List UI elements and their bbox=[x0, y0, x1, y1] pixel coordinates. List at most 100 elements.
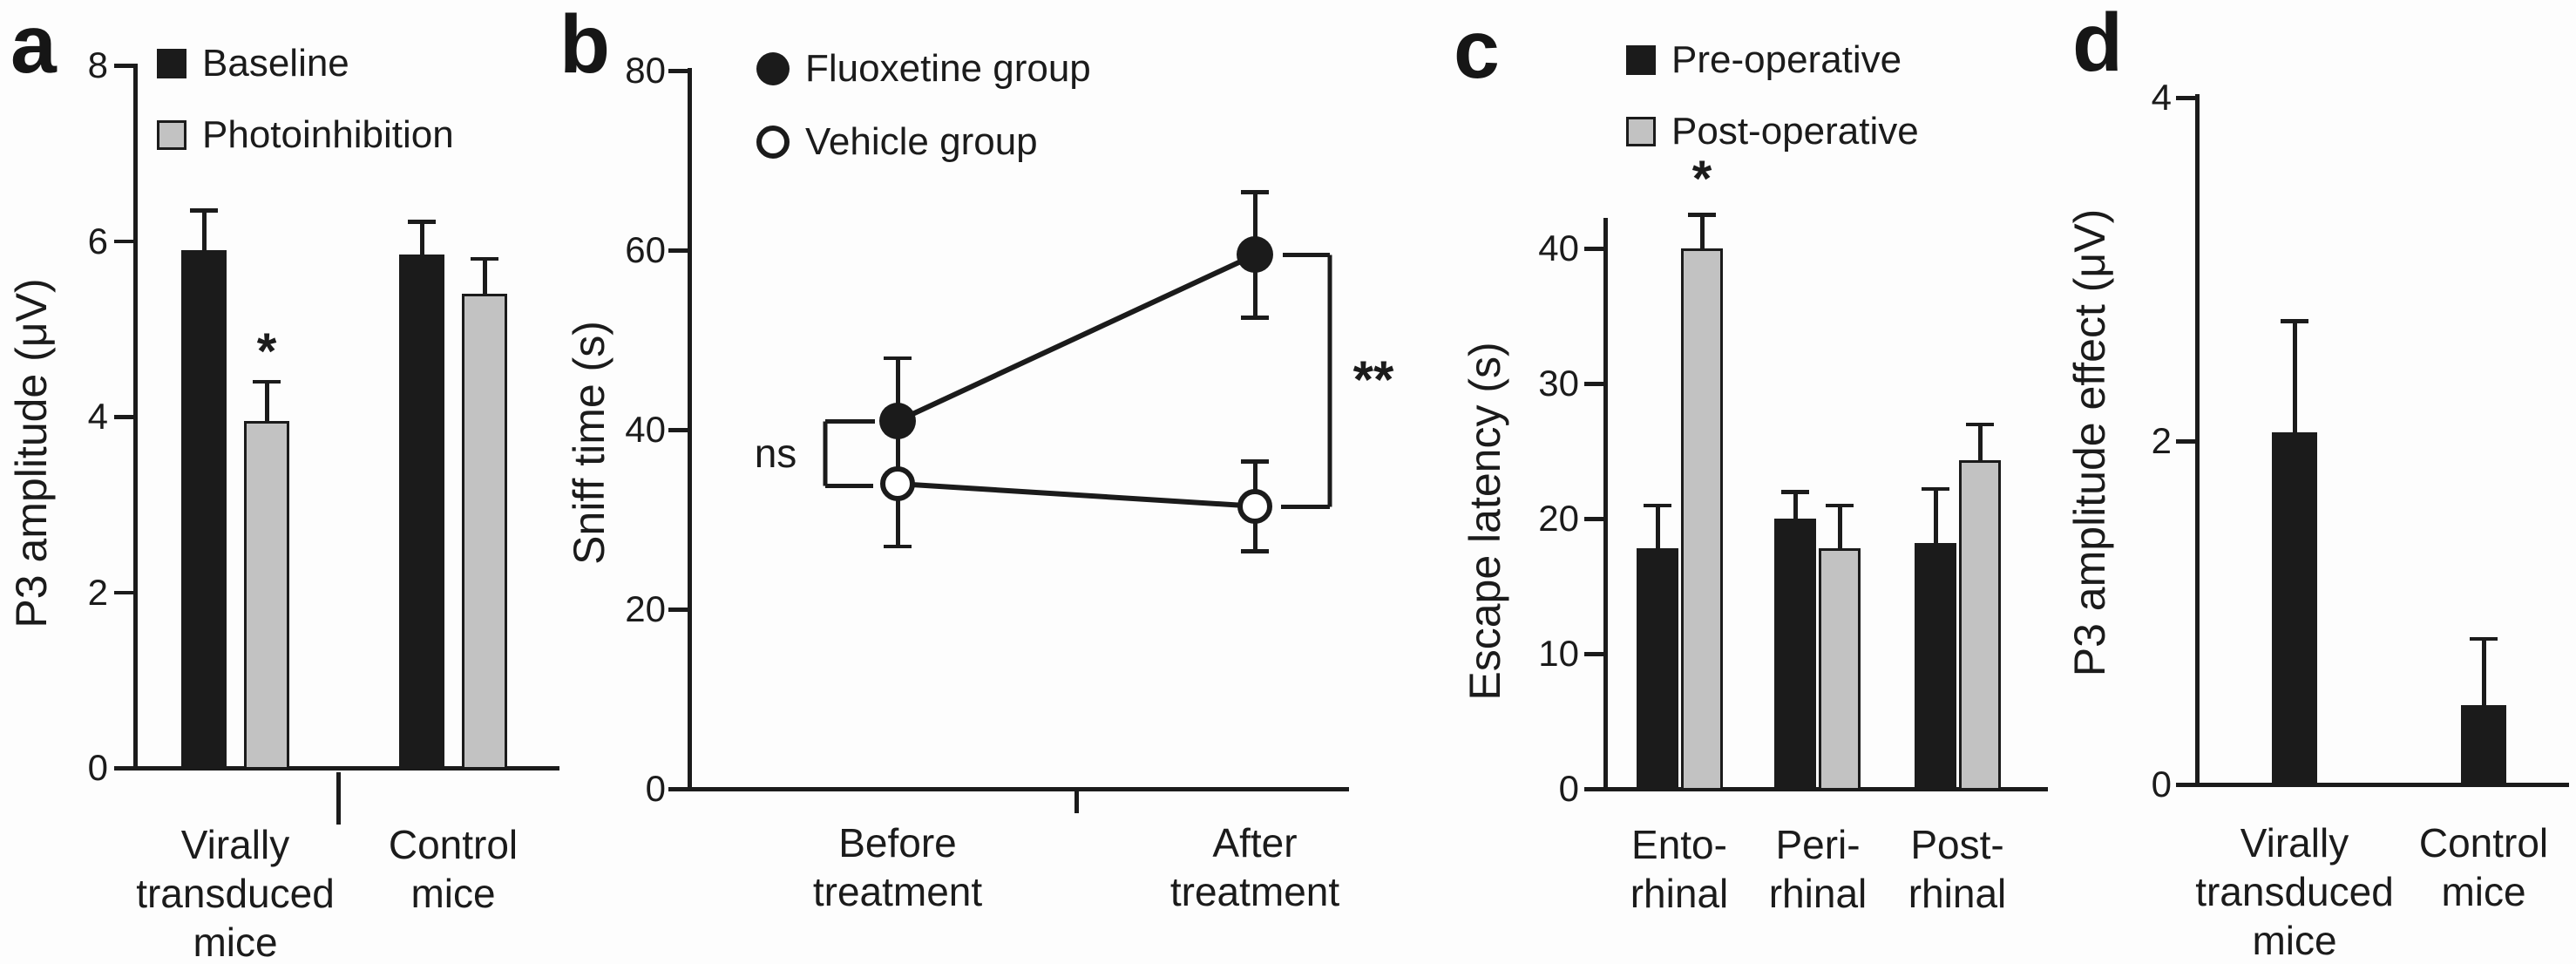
legend-item-fluoxetine-group: Fluoxetine group bbox=[756, 47, 1091, 91]
legend-label-photoinhibition: Photoinhibition bbox=[202, 113, 454, 156]
x-axis-c bbox=[1584, 787, 2048, 791]
legend-label-pre-operative: Pre-operative bbox=[1671, 38, 1902, 81]
error-up-b-fluoxetine-group-0-stem bbox=[896, 357, 900, 421]
bar-a-photoinhibition-1 bbox=[462, 293, 507, 770]
error-c-post-operative-1-cap bbox=[1826, 503, 1854, 507]
y-tick-c-10 bbox=[1584, 652, 1603, 656]
series-line-b-vehicle-group-0 bbox=[897, 480, 1256, 509]
legend-item-vehicle-group: Vehicle group bbox=[756, 120, 1038, 164]
legend-item-pre-operative: Pre-operative bbox=[1626, 38, 1901, 82]
y-tick-label-c-40: 40 bbox=[1538, 227, 1579, 268]
error-a-baseline-0-cap bbox=[190, 208, 218, 213]
x-axis-divider-b-0 bbox=[1074, 789, 1079, 813]
point-b-vehicle-group-1 bbox=[1237, 488, 1272, 524]
error-a-baseline-0-stem bbox=[202, 210, 207, 250]
y-tick-a-4 bbox=[114, 415, 133, 419]
open-circle-icon bbox=[756, 126, 790, 159]
bar-c-post-operative-0 bbox=[1681, 248, 1723, 791]
y-axis-d bbox=[2195, 94, 2200, 786]
legend-label-fluoxetine: Fluoxetine group bbox=[805, 47, 1091, 90]
y-tick-label-b-0: 0 bbox=[645, 768, 666, 809]
error-c-post-operative-0-stem bbox=[1700, 214, 1705, 248]
legend-item-photoinhibition: Photoinhibition bbox=[157, 113, 454, 157]
filled-circle-icon bbox=[756, 52, 790, 85]
baseline-swatch-icon bbox=[157, 49, 186, 78]
x-label-d-0-line2: mice bbox=[2252, 918, 2337, 963]
error-a-photoinhibition-1-stem bbox=[483, 258, 487, 294]
error-a-photoinhibition-0-stem bbox=[265, 381, 269, 422]
x-label-d-0-line0: Virally bbox=[2240, 820, 2349, 866]
x-label-c-1-line0: Peri- bbox=[1775, 822, 1861, 867]
panel-d-letter: d bbox=[2072, 0, 2124, 89]
x-label-c-0-line0: Ento- bbox=[1631, 822, 1727, 867]
sig-bracket-b-1-1 bbox=[1283, 252, 1330, 257]
pre-operative-swatch-icon bbox=[1626, 45, 1656, 75]
error-down-b-vehicle-group-0-cap bbox=[884, 544, 912, 549]
sig-bracket-b-0-0 bbox=[823, 421, 828, 485]
y-tick-label-a-8: 8 bbox=[87, 44, 108, 85]
error-c-post-operative-2-stem bbox=[1978, 424, 1983, 461]
y-tick-label-d-0: 0 bbox=[2151, 764, 2172, 804]
error-a-photoinhibition-0-cap bbox=[253, 379, 281, 384]
error-c-pre-operative-1-stem bbox=[1793, 492, 1798, 519]
x-label-c-2-line1: rhinal bbox=[1908, 871, 2007, 916]
panel-a-letter: a bbox=[10, 0, 57, 91]
legend-item-baseline: Baseline bbox=[157, 42, 349, 85]
y-tick-label-b-60: 60 bbox=[625, 229, 666, 270]
photoinhibition-swatch-icon bbox=[157, 120, 186, 150]
error-d-p3-amplitude-effect-0-stem bbox=[2293, 321, 2297, 433]
bar-c-pre-operative-0 bbox=[1637, 548, 1678, 791]
error-up-b-fluoxetine-group-1-cap bbox=[1241, 190, 1269, 194]
y-tick-c-40 bbox=[1584, 247, 1603, 251]
x-axis-d bbox=[2176, 783, 2569, 787]
error-down-b-fluoxetine-group-0-stem bbox=[896, 420, 900, 479]
y-tick-label-d-2: 2 bbox=[2151, 420, 2172, 461]
x-label-c-0-line1: rhinal bbox=[1630, 871, 1729, 916]
y-tick-label-a-6: 6 bbox=[87, 220, 108, 261]
x-label-b-1-line0: After bbox=[1212, 820, 1298, 866]
x-label-d-0-line1: transduced bbox=[2195, 869, 2394, 914]
bar-c-pre-operative-2 bbox=[1915, 542, 1956, 791]
bar-d-p3-amplitude-effect-1 bbox=[2461, 705, 2506, 786]
y-tick-a-6 bbox=[114, 239, 133, 243]
bar-c-post-operative-2 bbox=[1959, 460, 2001, 791]
error-down-b-fluoxetine-group-1-cap bbox=[1241, 316, 1269, 320]
panel-b-letter: b bbox=[559, 0, 611, 91]
sig-label-b-0: ns bbox=[754, 431, 797, 476]
point-b-fluoxetine-group-1 bbox=[1237, 236, 1273, 274]
x-label-b-0-line0: Before bbox=[838, 820, 957, 866]
error-up-b-vehicle-group-1-cap bbox=[1241, 459, 1269, 464]
sig-bracket-b-1-2 bbox=[1281, 504, 1330, 509]
error-c-pre-operative-0-cap bbox=[1644, 503, 1671, 507]
error-d-p3-amplitude-effect-1-cap bbox=[2470, 636, 2498, 642]
post-operative-swatch-icon bbox=[1626, 117, 1656, 146]
error-d-p3-amplitude-effect-1-stem bbox=[2482, 638, 2486, 706]
y-tick-label-a-4: 4 bbox=[87, 396, 108, 437]
error-c-post-operative-2-cap bbox=[1966, 422, 1994, 426]
x-label-d-1-line0: Control bbox=[2418, 820, 2549, 866]
y-tick-c-20 bbox=[1584, 517, 1603, 521]
sig-bracket-b-0-2 bbox=[825, 483, 873, 488]
error-down-b-vehicle-group-0-stem bbox=[896, 483, 900, 546]
y-tick-label-c-20: 20 bbox=[1538, 498, 1579, 539]
y-tick-label-c-0: 0 bbox=[1558, 768, 1579, 809]
bar-c-post-operative-1 bbox=[1819, 548, 1861, 791]
error-down-b-vehicle-group-1-stem bbox=[1253, 506, 1257, 552]
x-label-d-1-line1: mice bbox=[2441, 869, 2526, 914]
x-label-c-1-line1: rhinal bbox=[1768, 871, 1868, 916]
y-tick-a-2 bbox=[114, 590, 133, 594]
error-down-b-fluoxetine-group-1-stem bbox=[1253, 255, 1257, 318]
bar-a-photoinhibition-0 bbox=[244, 421, 289, 770]
x-axis-b bbox=[668, 787, 1349, 791]
error-up-b-vehicle-group-1-stem bbox=[1253, 461, 1257, 506]
point-b-fluoxetine-group-0 bbox=[879, 402, 916, 439]
error-c-pre-operative-2-cap bbox=[1922, 486, 1949, 492]
x-axis-divider-a-0 bbox=[336, 772, 341, 825]
x-axis-a bbox=[114, 766, 559, 771]
x-label-a-1-line0: Control bbox=[388, 822, 519, 867]
y-tick-label-c-30: 30 bbox=[1538, 363, 1579, 404]
error-c-post-operative-0-cap bbox=[1688, 213, 1716, 217]
y-tick-label-c-10: 10 bbox=[1538, 633, 1579, 674]
bar-a-baseline-1 bbox=[399, 254, 444, 770]
